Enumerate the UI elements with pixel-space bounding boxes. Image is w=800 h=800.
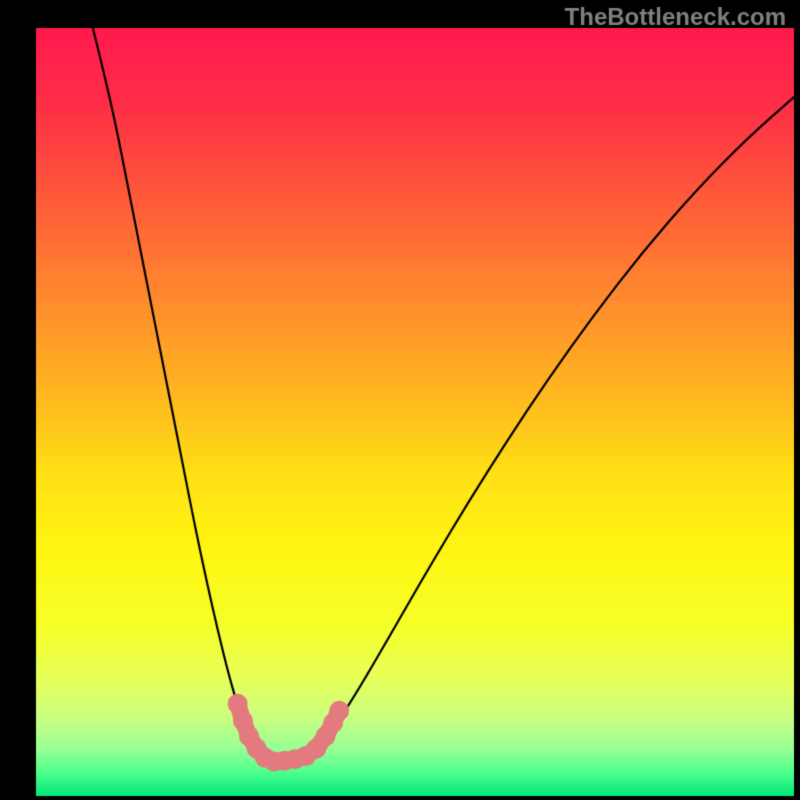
bottleneck-chart: [0, 0, 800, 800]
